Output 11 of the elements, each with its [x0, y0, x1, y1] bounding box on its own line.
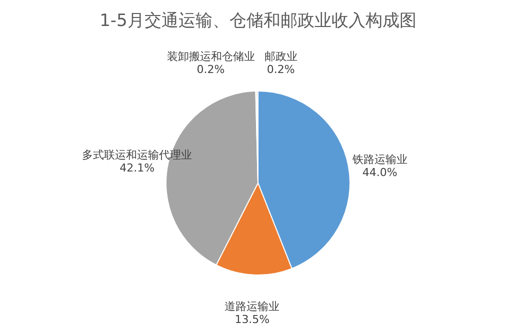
data-label: 44.0%	[362, 166, 398, 179]
chart-title: 1-5月交通运输、仓储和邮政业收入构成图	[100, 11, 416, 31]
data-label: 42.1%	[120, 162, 155, 175]
slice-label: 邮政业	[264, 50, 298, 64]
slice-label: 多式联运和运输代理业	[82, 148, 192, 162]
slice-label: 铁路运输业	[351, 152, 408, 166]
data-label: 0.2%	[196, 63, 225, 76]
slice-label: 装卸搬运和仓储业	[166, 50, 255, 63]
data-label: 0.2%	[266, 63, 295, 76]
slice-label: 道路运输业	[224, 300, 280, 313]
data-label: 13.5%	[234, 312, 270, 326]
